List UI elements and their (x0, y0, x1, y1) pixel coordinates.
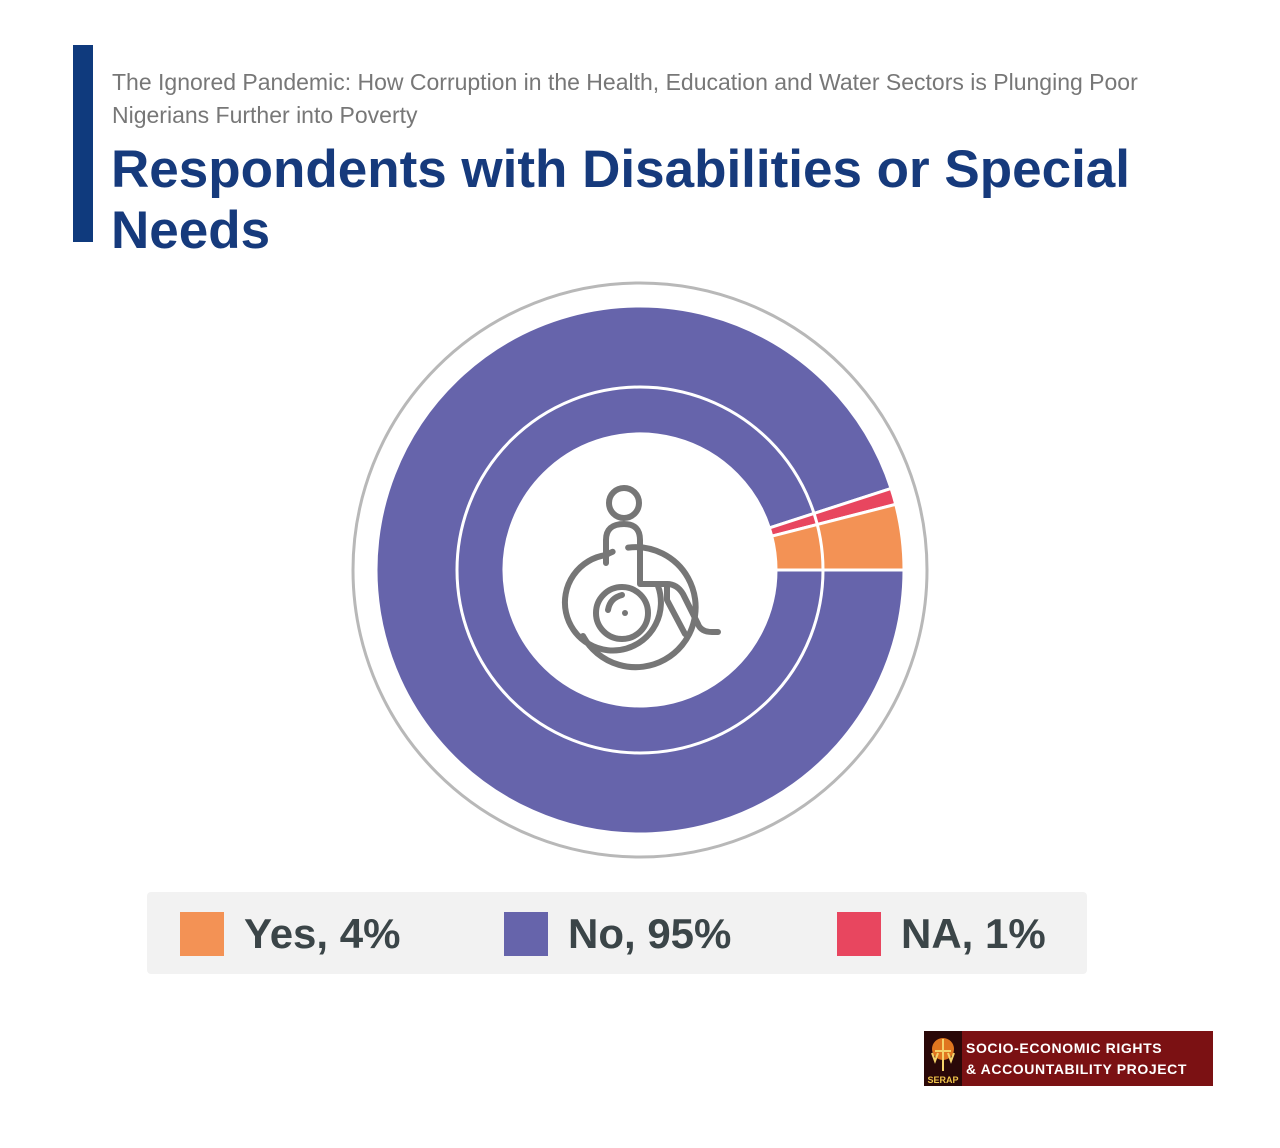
legend-label-na: NA, 1% (901, 910, 1046, 957)
pie-slice-yes (769, 502, 906, 572)
logo-text: SOCIO-ECONOMIC RIGHTS & ACCOUNTABILITY P… (966, 1038, 1187, 1080)
wheelchair-icon (561, 485, 721, 671)
serap-logo: SERAP SOCIO-ECONOMIC RIGHTS & ACCOUNTABI… (924, 1031, 1213, 1086)
legend-swatch-na (837, 912, 881, 956)
legend-item-no: No, 95% (504, 910, 732, 957)
pie-slice-no (374, 304, 906, 836)
logo-line-1: SOCIO-ECONOMIC RIGHTS (966, 1039, 1163, 1056)
legend-label-no: No, 95% (568, 910, 732, 957)
chart-inner-ring (455, 385, 825, 755)
title-accent-bar (73, 45, 93, 242)
legend-item-yes: Yes, 4% (180, 910, 401, 957)
legend-item-na: NA, 1% (837, 910, 1046, 957)
logo-emblem-text: SERAP (927, 1075, 959, 1085)
legend-swatch-yes (180, 912, 224, 956)
logo-line-2: & ACCOUNTABILITY PROJECT (966, 1060, 1188, 1077)
legend-swatch-no (504, 912, 548, 956)
legend-label-yes: Yes, 4% (244, 910, 401, 957)
page-title: Respondents with Disabilities or Special… (111, 140, 1131, 260)
chart-slices (374, 304, 906, 836)
donut-chart (351, 281, 929, 859)
chart-legend: Yes, 4% No, 95% NA, 1% (147, 892, 1087, 974)
serap-emblem-icon: SERAP (924, 1031, 962, 1086)
chart-outer-ring (351, 281, 929, 859)
page-subtitle: The Ignored Pandemic: How Corruption in … (112, 69, 1138, 128)
